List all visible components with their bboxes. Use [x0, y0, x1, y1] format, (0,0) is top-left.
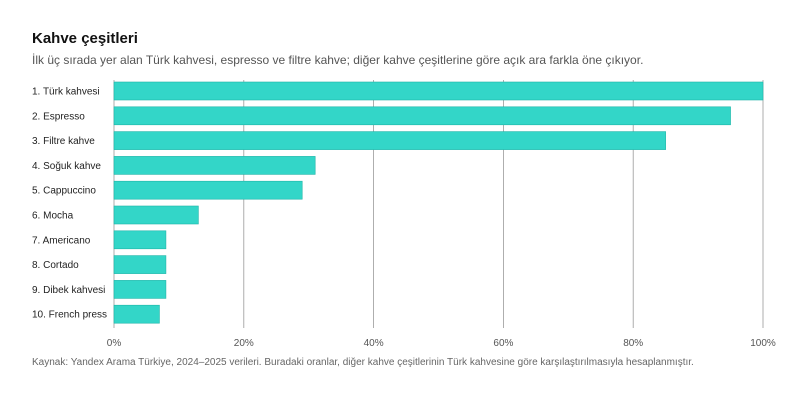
category-label: 10. French press [32, 310, 107, 321]
bar [113, 81, 764, 101]
x-tick-label: 80% [623, 338, 643, 349]
category-label: 5. Cappuccino [32, 186, 96, 197]
x-tick-label: 20% [234, 338, 254, 349]
chart-title: Kahve çeşitleri [32, 30, 138, 47]
chart-subtitle: İlk üç sırada yer alan Türk kahvesi, esp… [32, 53, 644, 67]
x-tick-label: 0% [107, 338, 122, 349]
category-label: 2. Espresso [32, 111, 85, 122]
bar [113, 180, 303, 200]
bar [113, 156, 316, 175]
category-label: 6. Mocha [32, 211, 74, 222]
bar [113, 205, 199, 225]
category-label: 7. Americano [32, 235, 91, 246]
x-tick-label: 40% [364, 338, 384, 349]
bar [113, 255, 167, 274]
source-note: Kaynak: Yandex Arama Türkiye, 2024–2025 … [32, 357, 694, 368]
bar [113, 304, 160, 324]
bar [113, 131, 666, 150]
bar [113, 280, 167, 299]
category-label: 8. Cortado [32, 260, 79, 271]
category-label: 4. Soğuk kahve [32, 161, 101, 172]
category-label: 9. Dibek kahvesi [32, 285, 105, 296]
bar [113, 230, 167, 250]
x-tick-label: 60% [493, 338, 513, 349]
category-label: 1. Türk kahvesi [32, 87, 100, 98]
x-tick-label: 100% [750, 338, 776, 349]
category-label: 3. Filtre kahve [32, 136, 95, 147]
bar [113, 106, 731, 126]
